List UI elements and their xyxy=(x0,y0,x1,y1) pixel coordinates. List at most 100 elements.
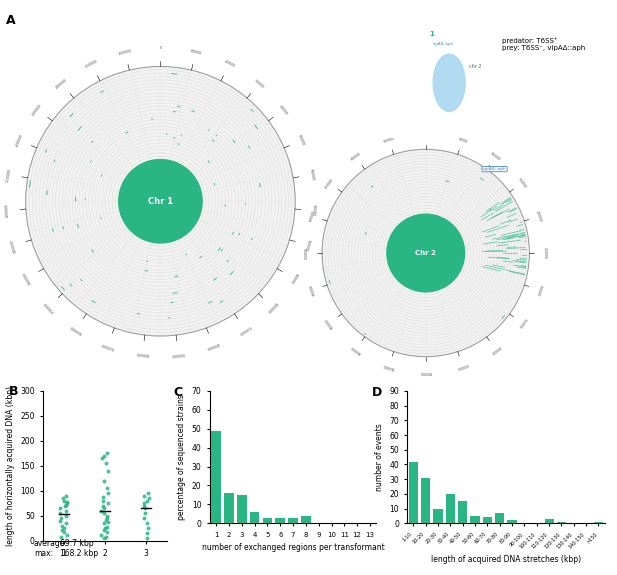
Text: D: D xyxy=(371,386,382,398)
Point xyxy=(143,496,152,505)
Text: 150000: 150000 xyxy=(516,177,527,189)
Point xyxy=(99,451,109,461)
Bar xyxy=(495,513,504,523)
Point xyxy=(56,532,65,541)
Bar xyxy=(421,478,431,523)
Text: 400000: 400000 xyxy=(489,344,502,354)
Point xyxy=(61,500,71,509)
Text: chr 2: chr 2 xyxy=(469,64,481,69)
Bar xyxy=(212,431,221,523)
Text: 2000000: 2000000 xyxy=(5,203,10,217)
Text: 900000: 900000 xyxy=(350,152,362,162)
Point xyxy=(139,501,149,510)
Text: Chr 2: Chr 2 xyxy=(415,250,436,256)
Text: prey: T6SS⁻, vipAΔ::aph: prey: T6SS⁻, vipAΔ::aph xyxy=(502,45,585,51)
Text: 400000: 400000 xyxy=(278,104,289,116)
Point xyxy=(140,504,150,513)
Point xyxy=(103,517,113,526)
Point xyxy=(56,516,65,525)
Text: 500000: 500000 xyxy=(297,134,305,147)
Text: 600000: 600000 xyxy=(308,168,315,181)
Text: 1900000: 1900000 xyxy=(10,238,17,252)
Point xyxy=(59,496,68,505)
Circle shape xyxy=(322,150,529,356)
Bar xyxy=(445,494,455,523)
Text: 2500000: 2500000 xyxy=(85,59,99,69)
Text: 50000: 50000 xyxy=(457,137,468,144)
Point xyxy=(142,534,152,543)
Bar xyxy=(433,508,442,523)
Point xyxy=(142,528,152,538)
Y-axis label: length of horizontally acquired DNA (kbp): length of horizontally acquired DNA (kbp… xyxy=(6,386,15,546)
Text: 1800000: 1800000 xyxy=(22,271,33,285)
FancyBboxPatch shape xyxy=(372,21,492,140)
Circle shape xyxy=(387,214,465,292)
Point xyxy=(99,476,109,485)
Point xyxy=(62,491,72,500)
Text: vipAΔ::aph: vipAΔ::aph xyxy=(433,42,454,45)
Text: 300000: 300000 xyxy=(535,283,542,296)
Text: predator: T6SS⁺: predator: T6SS⁺ xyxy=(502,37,557,44)
Text: 250000: 250000 xyxy=(542,247,547,259)
Text: 750000: 750000 xyxy=(305,247,309,259)
Text: C: C xyxy=(173,386,182,398)
Bar xyxy=(458,501,468,523)
Text: 350000: 350000 xyxy=(516,317,527,329)
Text: 2600000: 2600000 xyxy=(118,48,132,56)
Text: 500000: 500000 xyxy=(420,370,432,374)
Point xyxy=(139,513,149,523)
Text: 200000: 200000 xyxy=(223,60,236,68)
Bar xyxy=(408,462,418,523)
Point xyxy=(99,508,109,518)
Text: 2200000: 2200000 xyxy=(15,133,24,148)
Point xyxy=(98,492,108,501)
Bar xyxy=(507,520,516,523)
Text: Chr 1: Chr 1 xyxy=(148,197,173,206)
Text: 2300000: 2300000 xyxy=(31,103,43,116)
Text: 550000: 550000 xyxy=(383,362,395,370)
Text: 1200000: 1200000 xyxy=(205,341,220,350)
Text: 650000: 650000 xyxy=(325,317,335,329)
Point xyxy=(57,521,67,530)
Bar xyxy=(250,512,259,523)
Point xyxy=(143,523,153,532)
Point xyxy=(102,448,112,458)
Text: 2400000: 2400000 xyxy=(56,78,68,90)
Point xyxy=(102,513,112,523)
Point xyxy=(61,506,71,515)
Point xyxy=(103,466,113,476)
Point xyxy=(143,489,153,498)
Text: 800000: 800000 xyxy=(304,239,311,251)
Circle shape xyxy=(26,67,295,336)
Bar xyxy=(275,518,285,523)
Point xyxy=(97,454,107,463)
Text: 950000: 950000 xyxy=(383,136,395,144)
Text: 200000: 200000 xyxy=(535,210,542,223)
Y-axis label: number of events: number of events xyxy=(375,423,384,491)
Point xyxy=(139,499,149,508)
Text: 450000: 450000 xyxy=(456,362,469,370)
Bar xyxy=(224,493,234,523)
Point xyxy=(60,501,70,510)
Point xyxy=(102,522,112,531)
Bar xyxy=(557,522,566,523)
Text: 1600000: 1600000 xyxy=(69,324,83,335)
Text: 1300000: 1300000 xyxy=(171,351,185,356)
Bar xyxy=(594,522,603,523)
Point xyxy=(102,511,112,520)
Text: 100000: 100000 xyxy=(489,152,502,162)
Point xyxy=(99,525,109,534)
Text: 300000: 300000 xyxy=(253,78,265,89)
Text: 168.2 kbp: 168.2 kbp xyxy=(60,549,99,558)
Point xyxy=(99,534,109,543)
Text: 1500000: 1500000 xyxy=(101,341,115,350)
Bar xyxy=(237,495,247,523)
Point xyxy=(102,527,112,536)
Point xyxy=(102,484,112,493)
Point xyxy=(98,496,108,505)
Text: 700000: 700000 xyxy=(309,283,317,296)
Text: 1000000: 1000000 xyxy=(266,300,278,313)
Text: 1: 1 xyxy=(429,32,434,37)
Y-axis label: percentage of sequenced strains: percentage of sequenced strains xyxy=(177,394,186,520)
Text: 700000: 700000 xyxy=(311,204,316,216)
